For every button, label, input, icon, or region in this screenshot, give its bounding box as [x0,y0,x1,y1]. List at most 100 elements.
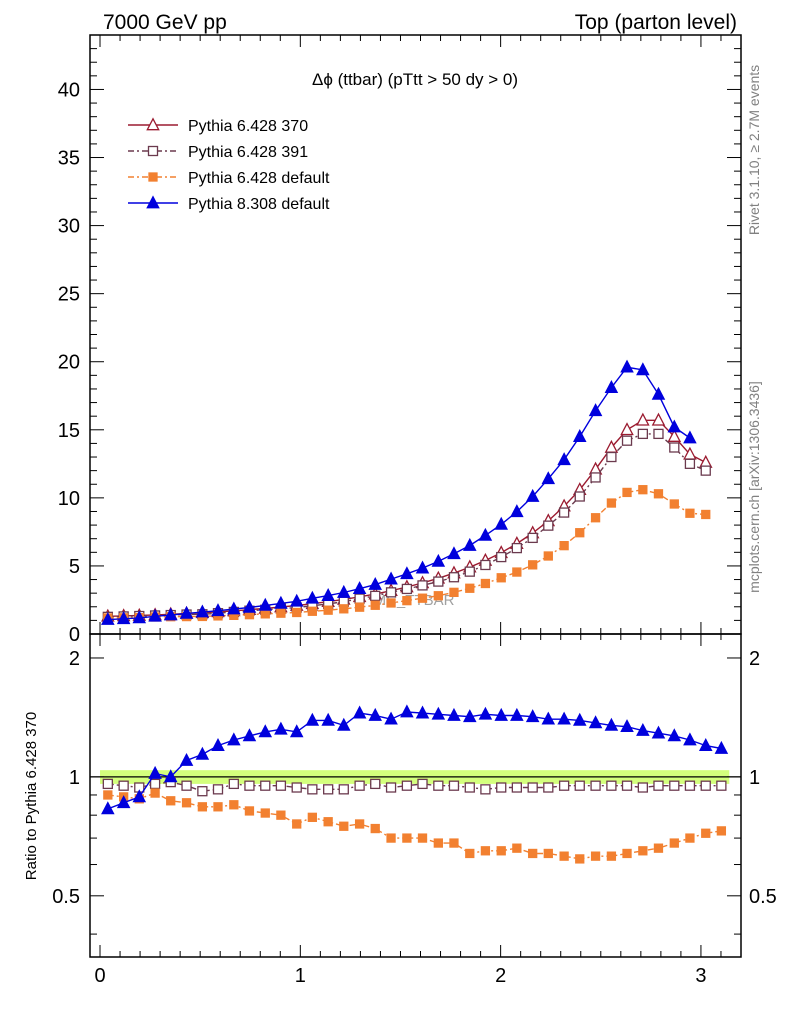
ratio-series-2-point-21 [431,706,446,720]
main-series-1-point-16 [354,593,365,604]
ratio-series-2-point-23 [463,709,477,723]
y-tick-label: 2 [749,648,760,670]
ratio-axis-ticks: 0.5 0.5 1 1 2 2 0 1 2 3 [52,634,777,987]
main-series-2-point-28 [543,551,553,561]
main-series-2-point-31 [590,513,601,523]
y-tick-label: 2 [69,648,80,670]
ratio-series-2-point-11 [274,721,288,735]
y-tick-label: 1 [749,767,760,789]
main-series-1-point-33 [621,435,633,446]
ratio-series-2-point-5 [179,752,194,766]
mcplots-label: mcplots.cern.ch [arXiv:1306.3436] [746,381,762,593]
main-series-2-point-37 [685,508,695,518]
ratio-series-1-point-9 [244,806,255,816]
ratio-series-1-point-38 [701,828,711,838]
header-left: 7000 GeV pp [103,11,227,34]
ratio-series-1-point-24 [480,846,491,856]
main-series-1-point-35 [653,428,664,440]
main-series-1-point-37 [684,458,696,469]
main-series-line-1 [107,433,706,618]
ratio-series-1-point-35 [653,843,664,853]
ratio-series-0-point-23 [464,782,475,793]
ratio-series-0-point-18 [385,782,397,793]
main-series-3-point-37 [683,430,697,444]
ratio-series-2-point-27 [525,709,540,723]
ratio-series-0-point-6 [197,786,208,797]
main-series-3-point-17 [368,576,383,590]
main-series-2-point-19 [402,595,412,606]
ratio-series-2-point-32 [604,717,619,731]
ratio-series-0-point-37 [684,780,696,791]
main-series-3-point-14 [321,588,335,601]
main-series-2-point-36 [669,499,679,509]
main-series-1-point-24 [480,559,491,571]
ratio-series-1-point-14 [323,817,333,827]
main-series-2-point-34 [638,485,648,495]
ratio-series-2-point-12 [289,724,304,738]
y-tick-label: 0.5 [749,886,777,908]
ratio-series-0-point-36 [669,780,680,791]
main-series-2-point-27 [528,560,538,570]
ratio-series-2-point-2 [132,789,147,803]
main-series-2-point-15 [339,604,349,614]
ratio-series-0-point-1 [118,780,129,791]
ratio-series-1-point-0 [103,790,113,800]
ratio-series-2-point-13 [305,712,320,726]
main-series-3-point-2 [132,610,147,624]
main-series-3-point-32 [604,379,619,393]
ratio-series-1-point-33 [622,848,632,859]
ratio-series-2-point-17 [368,707,383,721]
ratio-series-1-point-13 [307,812,317,822]
ratio-series-2-point-25 [494,707,509,721]
main-series-1-point-19 [401,583,413,595]
ratio-series-1-point-30 [575,854,585,864]
ratio-series-0-point-29 [558,780,570,791]
main-series-1-point-26 [511,542,523,554]
ratio-series-1-point-19 [402,833,412,843]
ratio-series-1-point-36 [669,838,679,848]
ratio-series-0-point-9 [244,780,255,791]
rivet-label: Rivet 3.1.10, ≥ 2.7M events [746,65,762,235]
ratio-series-line-2 [107,711,722,810]
main-series-3-point-33 [620,359,634,373]
main-series-3-point-12 [289,593,304,607]
ratio-series-1-point-22 [449,838,459,848]
ratio-series-0-point-39 [716,780,727,791]
y-tick-label: 40 [58,79,80,101]
main-series-3-point-26 [510,504,524,518]
legend-marker-3 [146,195,160,209]
ratio-series-1-point-8 [229,800,239,810]
ratio-series-1-point-29 [559,851,569,861]
main-series-2-point-13 [307,606,317,616]
main-series-3-point-18 [384,571,398,585]
ratio-series-2-point-38 [698,738,713,751]
ratio-series-0-point-35 [653,780,664,791]
main-series-1-point-17 [370,590,381,602]
ratio-series-1-point-12 [292,819,302,829]
ratio-series-1-point-32 [606,851,617,861]
main-series-3-point-8 [227,601,241,615]
main-series-3-point-36 [667,419,682,433]
y-tick-label: 0 [69,624,80,646]
main-series-2-point-32 [606,498,617,508]
ratio-series-0-point-17 [370,778,381,790]
x-tick-label: 3 [695,965,706,987]
ratio-series-group [101,704,729,864]
main-series-3-point-19 [400,566,414,580]
ratio-series-2-point-33 [620,719,634,733]
main-series-2-point-29 [559,540,569,551]
ratio-series-1-point-20 [417,833,428,843]
ratio-series-2-point-37 [683,732,697,746]
main-series-3-point-28 [541,471,556,485]
header-right: Top (parton level) [575,11,737,34]
main-series-2-point-12 [292,607,302,618]
main-series-3-point-0 [101,611,115,625]
main-series-2-point-23 [465,583,475,593]
main-series-2-point-22 [449,587,459,597]
ratio-series-2-point-16 [352,705,367,719]
ratio-series-2-point-3 [148,765,162,779]
y-tick-label: 10 [58,488,80,510]
ratio-series-2-point-39 [714,740,729,754]
ratio-series-0-point-15 [338,784,349,795]
x-tick-label: 1 [295,965,306,987]
